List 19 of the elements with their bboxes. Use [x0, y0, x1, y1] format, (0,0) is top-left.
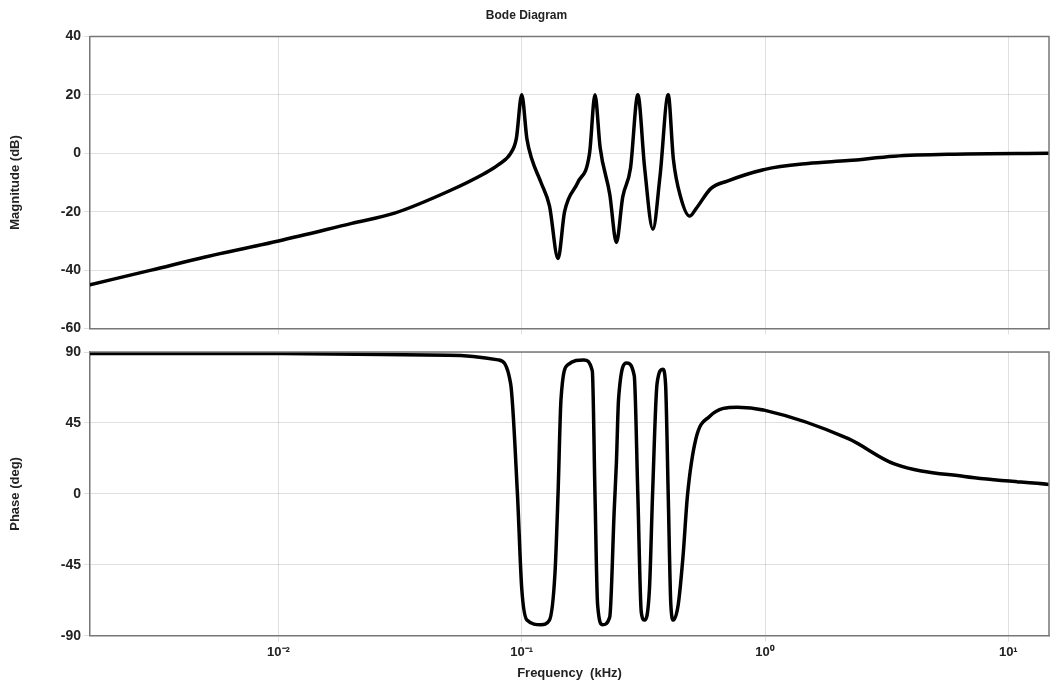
x-tick-label: 10⁰ — [755, 644, 775, 660]
y-tick-label: 90 — [65, 342, 82, 359]
y-tick-label: -45 — [60, 555, 82, 572]
y-tick-label: 40 — [65, 27, 82, 44]
chart-title: Bode Diagram — [485, 7, 568, 22]
y-axis-title: Phase (deg) — [7, 457, 23, 531]
y-tick-label: -20 — [60, 202, 82, 219]
y-tick-label: 0 — [73, 484, 82, 501]
x-tick-label: 10⁻² — [267, 644, 291, 660]
y-axis-title: Magnitude (dB) — [7, 135, 23, 230]
y-tick-label: -60 — [60, 319, 82, 336]
y-tick-label: -40 — [60, 261, 82, 278]
y-tick-label: 20 — [65, 85, 82, 102]
x-tick-label: 10¹ — [998, 644, 1018, 660]
y-tick-label: -90 — [60, 626, 82, 643]
x-axis-title: Frequency (kHz) — [517, 664, 622, 680]
y-tick-label: 45 — [65, 413, 82, 430]
y-tick-label: 0 — [73, 144, 82, 161]
x-tick-label: 10⁻¹ — [510, 644, 534, 660]
